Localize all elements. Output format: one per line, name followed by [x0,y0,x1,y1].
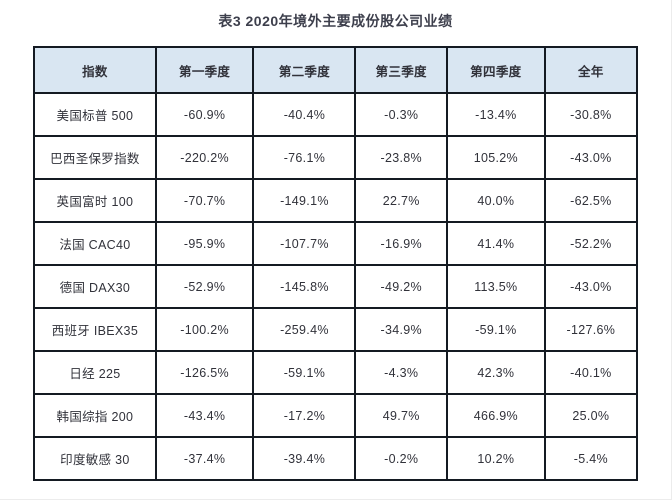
value-cell: 40.0% [446,178,546,223]
column-header: 第四季度 [446,46,546,94]
value-cell: -60.9% [154,92,255,137]
value-cell: 10.2% [446,436,546,481]
value-cell: 41.4% [446,221,546,266]
table-row: 英国富时 100 -70.7% -149.1% 22.7% 40.0% -62.5% [33,178,639,223]
value-cell: -40.4% [252,92,357,137]
value-cell: -259.4% [252,307,357,352]
header-row: 指数 第一季度 第二季度 第三季度 第四季度 全年 [33,46,639,94]
value-cell: 49.7% [354,393,449,438]
index-name-cell: 日经 225 [33,350,157,395]
value-cell: -39.4% [252,436,357,481]
table-row: 巴西圣保罗指数 -220.2% -76.1% -23.8% 105.2% -43.0% [33,135,639,180]
value-cell: -220.2% [154,135,255,180]
value-cell: -43.0% [543,135,639,180]
value-cell: -70.7% [154,178,255,223]
value-cell: 113.5% [446,264,546,309]
column-header: 全年 [543,46,639,94]
value-cell: -17.2% [252,393,357,438]
value-cell: -107.7% [252,221,357,266]
column-header: 第三季度 [354,46,449,94]
value-cell: -0.2% [354,436,449,481]
value-cell: 25.0% [543,393,639,438]
table-title: 表3 2020年境外主要成份股公司业绩 [218,13,453,29]
value-cell: -100.2% [154,307,255,352]
value-cell: -127.6% [543,307,639,352]
index-name-cell: 法国 CAC40 [33,221,157,266]
value-cell: -62.5% [543,178,639,223]
index-name-cell: 韩国综指 200 [33,393,157,438]
value-cell: -43.0% [543,264,639,309]
value-cell: 466.9% [446,393,546,438]
table-row: 印度敏感 30 -37.4% -39.4% -0.2% 10.2% -5.4% [33,436,639,481]
table-container: 指数 第一季度 第二季度 第三季度 第四季度 全年 美国标普 500 -60.9% -40.4… [33,46,639,481]
value-cell: -43.4% [154,393,255,438]
value-cell: 42.3% [446,350,546,395]
value-cell: -49.2% [354,264,449,309]
value-cell: 22.7% [354,178,449,223]
value-cell: -16.9% [354,221,449,266]
value-cell: -0.3% [354,92,449,137]
value-cell: 105.2% [446,135,546,180]
value-cell: -59.1% [252,350,357,395]
value-cell: -13.4% [446,92,546,137]
column-header: 第二季度 [252,46,357,94]
value-cell: -23.8% [354,135,449,180]
value-cell: -145.8% [252,264,357,309]
performance-table: 指数 第一季度 第二季度 第三季度 第四季度 全年 美国标普 500 -60.9% -40.4… [33,46,639,481]
index-name-cell: 英国富时 100 [33,178,157,223]
value-cell: -37.4% [154,436,255,481]
value-cell: -126.5% [154,350,255,395]
value-cell: -52.2% [543,221,639,266]
index-name-cell: 巴西圣保罗指数 [33,135,157,180]
index-name-cell: 西班牙 IBEX35 [33,307,157,352]
value-cell: -95.9% [154,221,255,266]
value-cell: -52.9% [154,264,255,309]
table-body: 美国标普 500 -60.9% -40.4% -0.3% -13.4% -30.8% 巴西圣… [33,92,639,481]
table-row: 德国 DAX30 -52.9% -145.8% -49.2% 113.5% -43.0% [33,264,639,309]
table-row: 法国 CAC40 -95.9% -107.7% -16.9% 41.4% -52.2% [33,221,639,266]
value-cell: -5.4% [543,436,639,481]
value-cell: -149.1% [252,178,357,223]
value-cell: -40.1% [543,350,639,395]
column-header: 第一季度 [154,46,255,94]
column-header: 指数 [33,46,157,94]
value-cell: -30.8% [543,92,639,137]
value-cell: -4.3% [354,350,449,395]
table-row: 美国标普 500 -60.9% -40.4% -0.3% -13.4% -30.8% [33,92,639,137]
index-name-cell: 德国 DAX30 [33,264,157,309]
table-row: 韩国综指 200 -43.4% -17.2% 49.7% 466.9% 25.0% [33,393,639,438]
table-row: 西班牙 IBEX35 -100.2% -259.4% -34.9% -59.1% -127… [33,307,639,352]
table-row: 日经 225 -126.5% -59.1% -4.3% 42.3% -40.1% [33,350,639,395]
value-cell: -34.9% [354,307,449,352]
value-cell: -59.1% [446,307,546,352]
index-name-cell: 印度敏感 30 [33,436,157,481]
value-cell: -76.1% [252,135,357,180]
index-name-cell: 美国标普 500 [33,92,157,137]
